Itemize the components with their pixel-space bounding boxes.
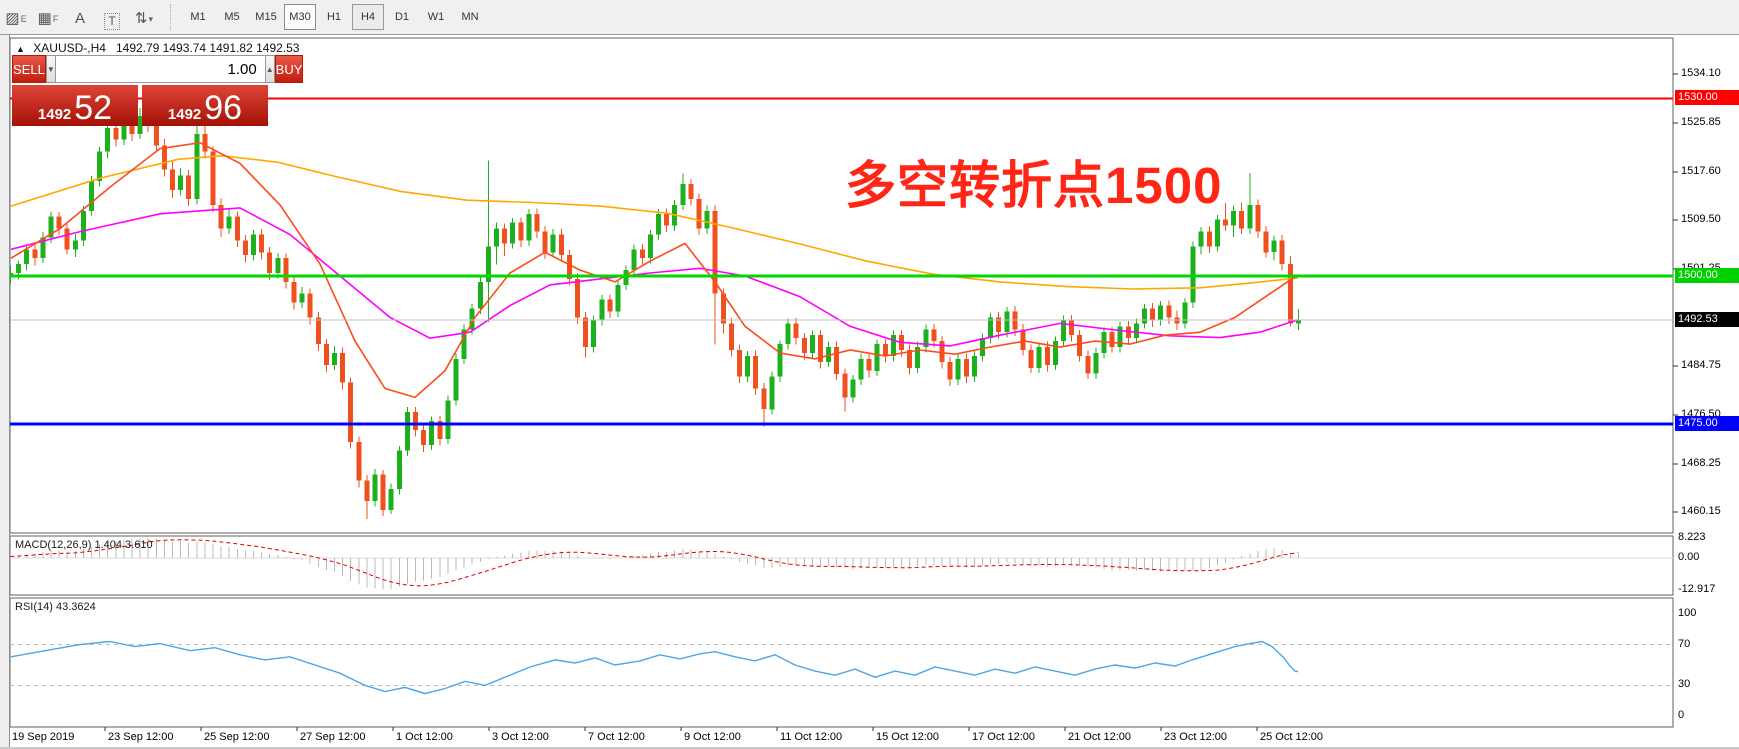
time-axis-label: 21 Oct 12:00 [1068, 731, 1131, 743]
price-line-badge: 1530.00 [1675, 90, 1739, 105]
timeframe-button-m30[interactable]: M30 [284, 4, 316, 30]
price-tick-label: 1517.60 [1681, 165, 1721, 177]
timeframe-button-m5[interactable]: M5 [224, 11, 240, 23]
one-click-trade-panel: SELL ▼ ▲ BUY 1492 52 1492 96 [12, 55, 304, 126]
time-axis-label: 27 Sep 12:00 [300, 731, 366, 743]
chart-text-annotation: 多空转折点1500 [845, 157, 1223, 214]
macd-indicator-label: MACD(12,26,9) 1.404 3.610 [15, 539, 153, 551]
timeframe-button-mn[interactable]: MN [461, 11, 479, 23]
price-tick-label: 1468.25 [1681, 457, 1721, 469]
rsi-tick-label: 30 [1678, 678, 1691, 690]
cursor-mode-icon[interactable]: ⇅ ▾ [134, 10, 154, 27]
time-axis-label: 25 Sep 12:00 [204, 731, 270, 743]
collapse-triangle-icon[interactable]: ▲ [16, 44, 25, 54]
rsi-tick-label: 100 [1678, 607, 1697, 619]
timeframe-button-w1[interactable]: W1 [427, 11, 445, 23]
toolbar-icon-group: ▨ E ▦ F A T ⇅ ▾ [0, 4, 160, 30]
timeframe-button-h1[interactable]: H1 [326, 11, 342, 23]
time-axis-label: 11 Oct 12:00 [780, 731, 843, 743]
time-axis-label: 15 Oct 12:00 [876, 731, 939, 743]
toolbar: ▨ E ▦ F A T ⇅ ▾ M1 M5 M15 M30 H1 H4 D1 W1 MN [0, 0, 1739, 35]
price-tick-label: 1484.75 [1681, 359, 1721, 371]
price-tick-label: 1525.85 [1681, 116, 1721, 128]
macd-tick-label: 0.00 [1678, 551, 1700, 563]
sell-quote-box[interactable]: 1492 52 [12, 85, 138, 126]
buy-quote-box[interactable]: 1492 96 [142, 85, 268, 126]
rsi-tick-label: 70 [1678, 638, 1691, 650]
ohlc-values: 1492.79 1493.74 1491.82 1492.53 [115, 41, 300, 55]
timeframe-button-m15[interactable]: M15 [255, 11, 277, 23]
text-label-icon[interactable]: A [74, 10, 85, 27]
time-axis-label: 9 Oct 12:00 [684, 731, 741, 743]
buy-price-big: 96 [204, 89, 243, 127]
timeframe-button-m1[interactable]: M1 [190, 11, 206, 23]
grid-style-icon[interactable]: ▦ F [37, 10, 59, 27]
indicators-style-icon[interactable]: ▨ E [5, 10, 27, 27]
time-axis-label: 1 Oct 12:00 [396, 731, 453, 743]
text-box-icon[interactable]: T [97, 4, 127, 30]
price-tick-label: 1534.10 [1681, 67, 1721, 79]
time-axis-label: 7 Oct 12:00 [588, 731, 645, 743]
window-bottom-edge [0, 747, 1739, 749]
sell-price-big: 52 [74, 89, 113, 127]
buy-button[interactable]: BUY [274, 55, 304, 83]
rsi-tick-label: 0 [1678, 709, 1685, 721]
time-axis-label: 19 Sep 2019 [12, 731, 75, 743]
macd-tick-label: -12.917 [1678, 583, 1716, 595]
price-tick-label: 1460.15 [1681, 505, 1721, 517]
buy-price-small: 1492 [167, 106, 202, 123]
timeframe-button-d1[interactable]: D1 [394, 11, 410, 23]
left-window-gutter [0, 35, 10, 749]
timeframe-button-h4[interactable]: H4 [352, 4, 384, 30]
sell-price-small: 1492 [37, 106, 72, 123]
sell-button[interactable]: SELL [12, 55, 46, 83]
chart-title: ▲ XAUUSD-,H4 1492.79 1493.74 1491.82 149… [16, 41, 299, 55]
time-axis-label: 17 Oct 12:00 [972, 731, 1035, 743]
price-line-badge: 1492.53 [1675, 312, 1739, 327]
price-tick-label: 1509.50 [1681, 213, 1721, 225]
time-axis-label: 3 Oct 12:00 [492, 731, 549, 743]
timeframe-button-group: M1 M5 M15 M30 H1 H4 D1 W1 MN [170, 4, 487, 30]
symbol-name: XAUUSD-,H4 [33, 41, 106, 55]
time-axis-label: 23 Sep 12:00 [108, 731, 174, 743]
price-line-badge: 1475.00 [1675, 416, 1739, 431]
volume-input[interactable] [55, 55, 265, 83]
price-line-badge: 1500.00 [1675, 268, 1739, 283]
volume-increase-button[interactable]: ▲ [264, 55, 275, 83]
time-axis-label: 23 Oct 12:00 [1164, 731, 1227, 743]
volume-decrease-button[interactable]: ▼ [45, 55, 56, 83]
time-axis-label: 25 Oct 12:00 [1260, 731, 1323, 743]
rsi-indicator-label: RSI(14) 43.3624 [15, 601, 96, 613]
macd-tick-label: 8.223 [1678, 531, 1706, 543]
